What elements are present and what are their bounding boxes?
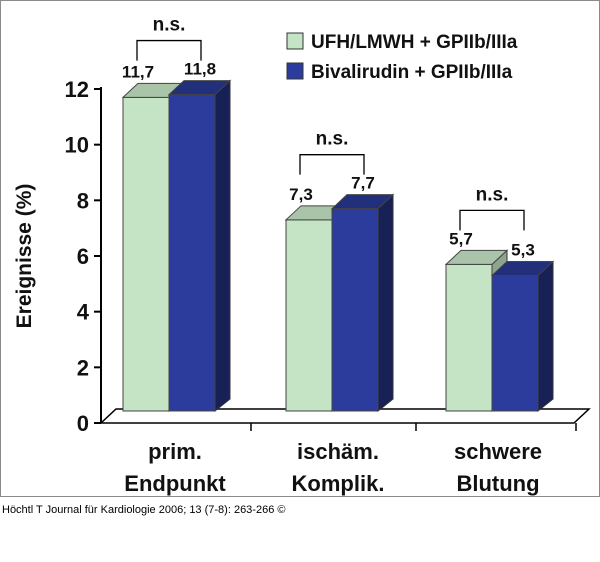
y-tick-label: 12 (65, 77, 89, 102)
bar (285, 219, 333, 412)
legend-label: UFH/LMWH + GPIIb/IIIa (311, 32, 518, 53)
significance-bracket (459, 209, 525, 231)
x-category-label: Endpunkt (124, 471, 226, 496)
bar-side (214, 79, 231, 413)
bar-top (167, 80, 232, 96)
legend-label: Bivalirudin + GPIIb/IIIa (311, 62, 513, 83)
data-label: 7,7 (351, 174, 375, 193)
y-tick-label: 8 (77, 188, 89, 213)
x-category-label: prim. (148, 439, 202, 464)
x-category-label: Komplik. (292, 471, 385, 496)
significance-label: n.s. (153, 15, 186, 36)
data-label: 7,3 (289, 185, 313, 204)
bar-top (444, 249, 509, 265)
x-category-label: schwere (454, 439, 542, 464)
legend-swatch (286, 62, 304, 80)
y-tick-label: 4 (77, 300, 90, 325)
data-label: 11,8 (184, 60, 216, 79)
figure-caption: Höchtl T Journal für Kardiologie 2006; 1… (2, 504, 286, 516)
legend-swatch (286, 32, 304, 50)
y-axis-title: Ereignisse (%) (13, 184, 36, 329)
x-category-label: Blutung (456, 471, 539, 496)
chart-figure: 0 2 4 6 8 10 12 Ereignisse (%) 11,7 11,8 n.s. prim.… (0, 0, 600, 497)
significance-label: n.s. (476, 184, 509, 205)
y-tick-label: 6 (77, 244, 89, 269)
bar-top (490, 260, 555, 276)
bar-chart: 0 2 4 6 8 10 12 Ereignisse (%) 11,7 11,8 n.s. prim.… (13, 15, 591, 496)
bar (491, 274, 539, 412)
y-tick-label: 2 (77, 355, 89, 380)
significance-bracket (299, 154, 365, 175)
y-tick-label: 0 (77, 411, 89, 436)
bar-side (537, 260, 554, 413)
bar (168, 94, 216, 412)
data-label: 5,7 (449, 229, 473, 248)
bar-side (377, 193, 394, 413)
bar (122, 96, 170, 412)
significance-bracket (136, 39, 202, 61)
data-label: 11,7 (122, 62, 154, 81)
data-label: 5,3 (511, 240, 535, 259)
bar-top (330, 194, 395, 210)
significance-label: n.s. (316, 129, 349, 150)
bar (331, 208, 379, 412)
bar (445, 263, 493, 412)
x-category-label: ischäm. (297, 439, 379, 464)
y-tick-label: 10 (65, 133, 89, 158)
